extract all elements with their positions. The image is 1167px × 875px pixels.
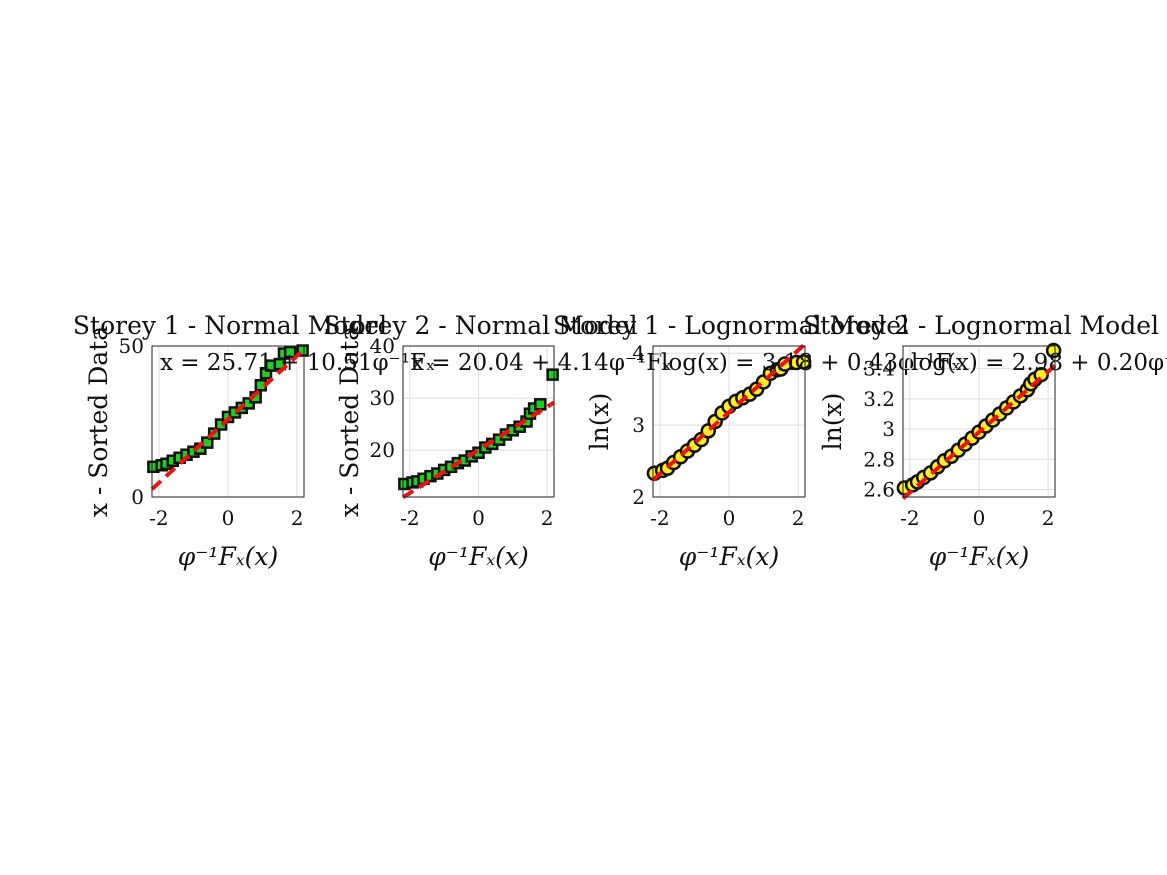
fit-line (401, 400, 556, 500)
y-tick-label: 3.4 (863, 357, 895, 381)
y-tick-label: 50 (119, 334, 144, 358)
x-tick-label: 2 (792, 506, 805, 530)
y-tick-label: 4 (632, 341, 645, 365)
subplot-title: Storey 2 - Lognormal Model (803, 311, 1159, 340)
x-tick-labels: -2 0 2 (900, 506, 1054, 530)
data-point (546, 368, 559, 381)
y-tick-label: 2.6 (863, 477, 895, 501)
x-tick-labels: -2 0 2 (400, 506, 553, 530)
subplot-title: Storey 2 - Normal Model (323, 311, 637, 340)
x-axis-label: φ⁻¹Fₓ(x) (178, 542, 279, 571)
y-tick-label: 0 (131, 485, 144, 509)
x-tick-label: 0 (973, 506, 986, 530)
y-axis-label: x - Sorted Data (84, 326, 113, 517)
fit-equation: log(x) = 2.98 + 0.20φ⁻¹ (911, 350, 1167, 376)
plot-area (151, 345, 305, 498)
y-tick-labels: 0 50 (119, 334, 144, 509)
plot-area (652, 345, 806, 498)
x-tick-labels: -2 0 2 (149, 506, 303, 530)
x-tick-label: 2 (541, 506, 554, 530)
subplot-storey-2-lognormal: -2 0 2 2.6 2.8 3 3.2 3.4 Storey 2 - Lognormal … (803, 311, 1167, 571)
data-point (1045, 342, 1062, 359)
x-tick-label: -2 (400, 506, 419, 530)
subplot-title: Storey 1 - Normal Model (73, 311, 387, 340)
plot-area (402, 345, 555, 498)
fit-equation: log(x) = 3.18 + 0.43φ⁻¹Fₓ (661, 350, 961, 376)
y-tick-label: 2.8 (863, 447, 895, 471)
y-tick-label: 3 (632, 413, 645, 437)
x-axis-label: φ⁻¹Fₓ(x) (929, 542, 1030, 571)
subplot-storey-2-normal: -2 0 2 20 30 40 Storey 2 - Normal Model x = … (323, 311, 672, 571)
y-tick-labels: 2.6 2.8 3 3.2 3.4 (863, 357, 895, 502)
x-tick-label: 0 (222, 506, 235, 530)
data-point (283, 345, 297, 359)
fit-line (901, 364, 1057, 501)
x-tick-label: 0 (472, 506, 485, 530)
plot-area (902, 345, 1056, 498)
x-tick-label: 0 (723, 506, 736, 530)
x-tick-label: -2 (650, 506, 669, 530)
x-tick-label: -2 (149, 506, 168, 530)
y-tick-label: 30 (370, 386, 395, 410)
x-axis-label: φ⁻¹Fₓ(x) (428, 542, 529, 571)
x-tick-labels: -2 0 2 (650, 506, 804, 530)
y-tick-labels: 2 3 4 (632, 341, 645, 509)
x-tick-label: 2 (291, 506, 304, 530)
data-point (214, 418, 228, 431)
fit-equation: x = 20.04 + 4.14φ⁻¹Fₓ (411, 350, 672, 376)
x-axis-label: φ⁻¹Fₓ(x) (679, 542, 780, 571)
x-tick-label: 2 (1042, 506, 1055, 530)
subplot-storey-1-normal: -2 0 2 050 Storey 1 - Normal Model x = 25.… (73, 311, 436, 571)
y-axis-label: ln(x) (585, 393, 614, 451)
y-tick-label: 3 (882, 417, 895, 441)
subplot-storey-1-lognormal: -2 0 2 2 3 4 Storey 1 - Lognormal Model log(… (553, 311, 961, 571)
y-tick-label: 40 (370, 334, 395, 358)
y-tick-label: 20 (370, 438, 395, 462)
y-tick-label: 3.2 (863, 387, 895, 411)
x-tick-label: -2 (900, 506, 919, 530)
subplot-title: Storey 1 - Lognormal Model (553, 311, 909, 340)
gridlines (903, 346, 1055, 497)
y-axis-label: x - Sorted Data (335, 326, 364, 517)
y-tick-label: 2 (632, 485, 645, 509)
fit-equation: x = 25.71 + 10.51φ⁻¹Fₓ (160, 350, 436, 376)
y-tick-labels: 20 30 40 (370, 334, 395, 462)
fit-line (150, 348, 306, 491)
data-point (534, 398, 547, 411)
y-axis-label: ln(x) (818, 393, 847, 451)
fit-line (651, 342, 807, 482)
data-point (795, 354, 812, 370)
